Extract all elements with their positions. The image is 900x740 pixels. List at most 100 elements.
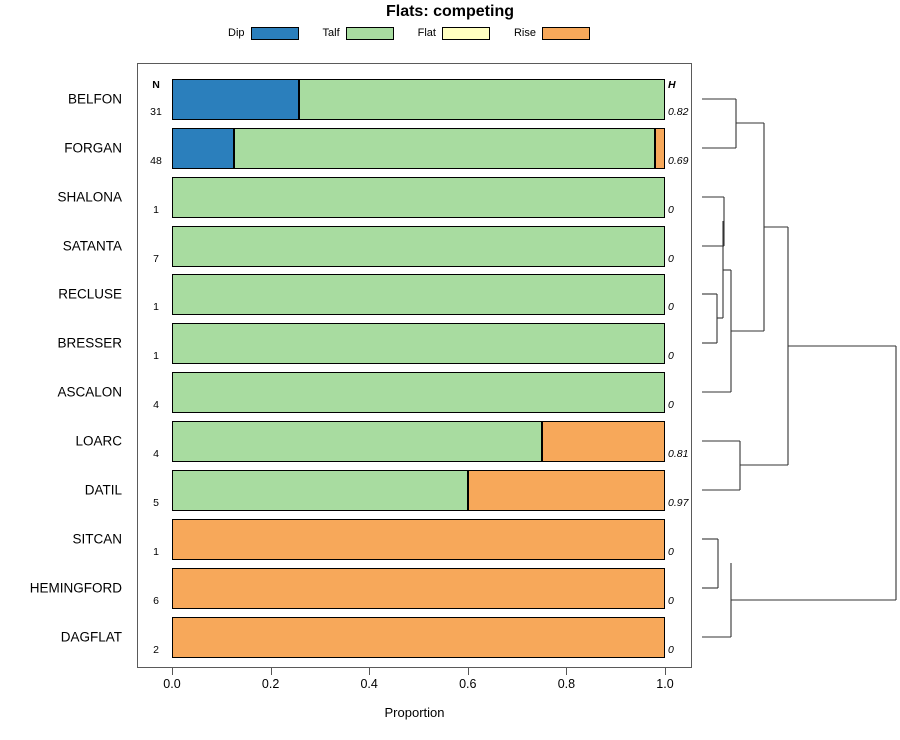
stacked-bar-belfon	[172, 78, 665, 120]
h-column-header: H	[668, 79, 676, 91]
legend-label: Rise	[513, 27, 536, 39]
bar-outline	[172, 371, 665, 413]
bar-outline	[172, 127, 665, 169]
n-value: 2	[153, 644, 159, 656]
stacked-bar-hemingford	[172, 567, 665, 609]
h-value: 0	[668, 546, 674, 558]
row-label-shalona: SHALONA	[57, 189, 122, 205]
bar-outline	[172, 616, 665, 658]
legend-label: Dip	[228, 27, 245, 39]
bar-segment-rise	[541, 420, 665, 462]
h-value: 0.81	[668, 448, 689, 460]
stacked-bar-sitcan	[172, 518, 665, 560]
stacked-bar-datil	[172, 469, 665, 511]
stacked-bar-satanta	[172, 225, 665, 267]
x-axis-title: Proportion	[384, 705, 445, 720]
n-value: 48	[150, 155, 162, 167]
h-value: 0.69	[668, 155, 689, 167]
n-value: 1	[153, 301, 159, 313]
bar-segment-dip	[172, 127, 234, 169]
x-tick-label: 0.0	[163, 677, 181, 691]
h-value: 0	[668, 301, 674, 313]
bar-segment-talf	[172, 273, 665, 315]
bar-outline	[172, 567, 665, 609]
bar-segment-talf	[172, 420, 542, 462]
n-value: 4	[153, 399, 159, 411]
stacked-bar-forgan	[172, 127, 665, 169]
x-tick-label: 1.0	[656, 677, 674, 691]
legend-swatch-talf	[345, 26, 394, 40]
row-label-recluse: RECLUSE	[58, 286, 122, 302]
n-value: 1	[153, 350, 159, 362]
stacked-bar-recluse	[172, 273, 665, 315]
bar-outline	[172, 518, 665, 560]
bar-segment-talf	[233, 127, 655, 169]
x-tick	[467, 668, 469, 675]
bar-segment-talf	[172, 176, 665, 218]
bar-outline	[172, 225, 665, 267]
bar-segment-rise	[654, 127, 665, 169]
h-value: 0	[668, 204, 674, 216]
bar-segment-talf	[172, 322, 665, 364]
h-value: 0	[668, 253, 674, 265]
n-value: 31	[150, 106, 162, 118]
bar-segment-talf	[172, 469, 468, 511]
bar-outline	[172, 273, 665, 315]
legend-label: Flat	[417, 27, 436, 39]
x-tick-label: 0.8	[557, 677, 576, 691]
legend-item-dip: Dip	[228, 26, 299, 40]
x-tick-label: 0.2	[261, 677, 280, 691]
stacked-bar-ascalon	[172, 371, 665, 413]
n-value: 5	[153, 497, 159, 509]
dendrogram	[702, 98, 897, 638]
h-value: 0.82	[668, 106, 689, 118]
bar-segment-rise	[467, 469, 665, 511]
bar-outline	[172, 322, 665, 364]
stacked-bar-dagflat	[172, 616, 665, 658]
n-value: 6	[153, 595, 159, 607]
x-tick	[369, 668, 371, 675]
bar-segment-talf	[172, 371, 665, 413]
x-tick-label: 0.4	[360, 677, 378, 691]
bar-outline	[172, 420, 665, 462]
legend-swatch-dip	[250, 26, 299, 40]
stacked-bar-loarc	[172, 420, 665, 462]
n-value: 7	[153, 253, 159, 265]
n-value: 4	[153, 448, 159, 460]
row-label-hemingford: HEMINGFORD	[29, 580, 122, 596]
legend-item-rise: Rise	[513, 26, 590, 40]
h-value: 0	[668, 350, 674, 362]
row-label-column: BELFON FORGAN SHALONA SATANTA RECLUSE BRESSER…	[0, 0, 130, 740]
x-tick	[172, 668, 173, 675]
bar-segment-talf	[299, 78, 665, 120]
n-column-header: N	[152, 79, 160, 91]
bar-segment-rise	[172, 518, 665, 560]
n-value: 1	[153, 204, 159, 216]
legend-item-talf: Talf	[322, 26, 394, 40]
bar-outline	[172, 469, 665, 511]
row-label-sitcan: SITCAN	[72, 531, 122, 547]
legend-label: Talf	[322, 27, 340, 39]
h-value: 0	[668, 644, 674, 656]
bar-outline	[172, 176, 665, 218]
legend-swatch-rise	[542, 26, 590, 40]
x-tick	[566, 668, 568, 675]
bar-segment-dip	[172, 78, 300, 120]
row-label-belfon: BELFON	[67, 91, 122, 107]
bar-segment-rise	[172, 616, 665, 658]
h-value: 0	[668, 595, 674, 607]
row-label-ascalon: ASCALON	[57, 384, 122, 400]
h-value: 0.97	[668, 497, 689, 509]
bar-outline	[172, 78, 665, 120]
row-label-satanta: SATANTA	[62, 238, 122, 254]
bar-segment-rise	[172, 567, 665, 609]
legend-item-flat: Flat	[417, 26, 490, 40]
row-label-forgan: FORGAN	[64, 140, 122, 156]
row-label-loarc: LOARC	[75, 433, 122, 449]
x-tick-label: 0.6	[459, 677, 477, 691]
x-tick	[270, 668, 272, 675]
h-value: 0	[668, 399, 674, 411]
row-label-bresser: BRESSER	[57, 335, 122, 351]
